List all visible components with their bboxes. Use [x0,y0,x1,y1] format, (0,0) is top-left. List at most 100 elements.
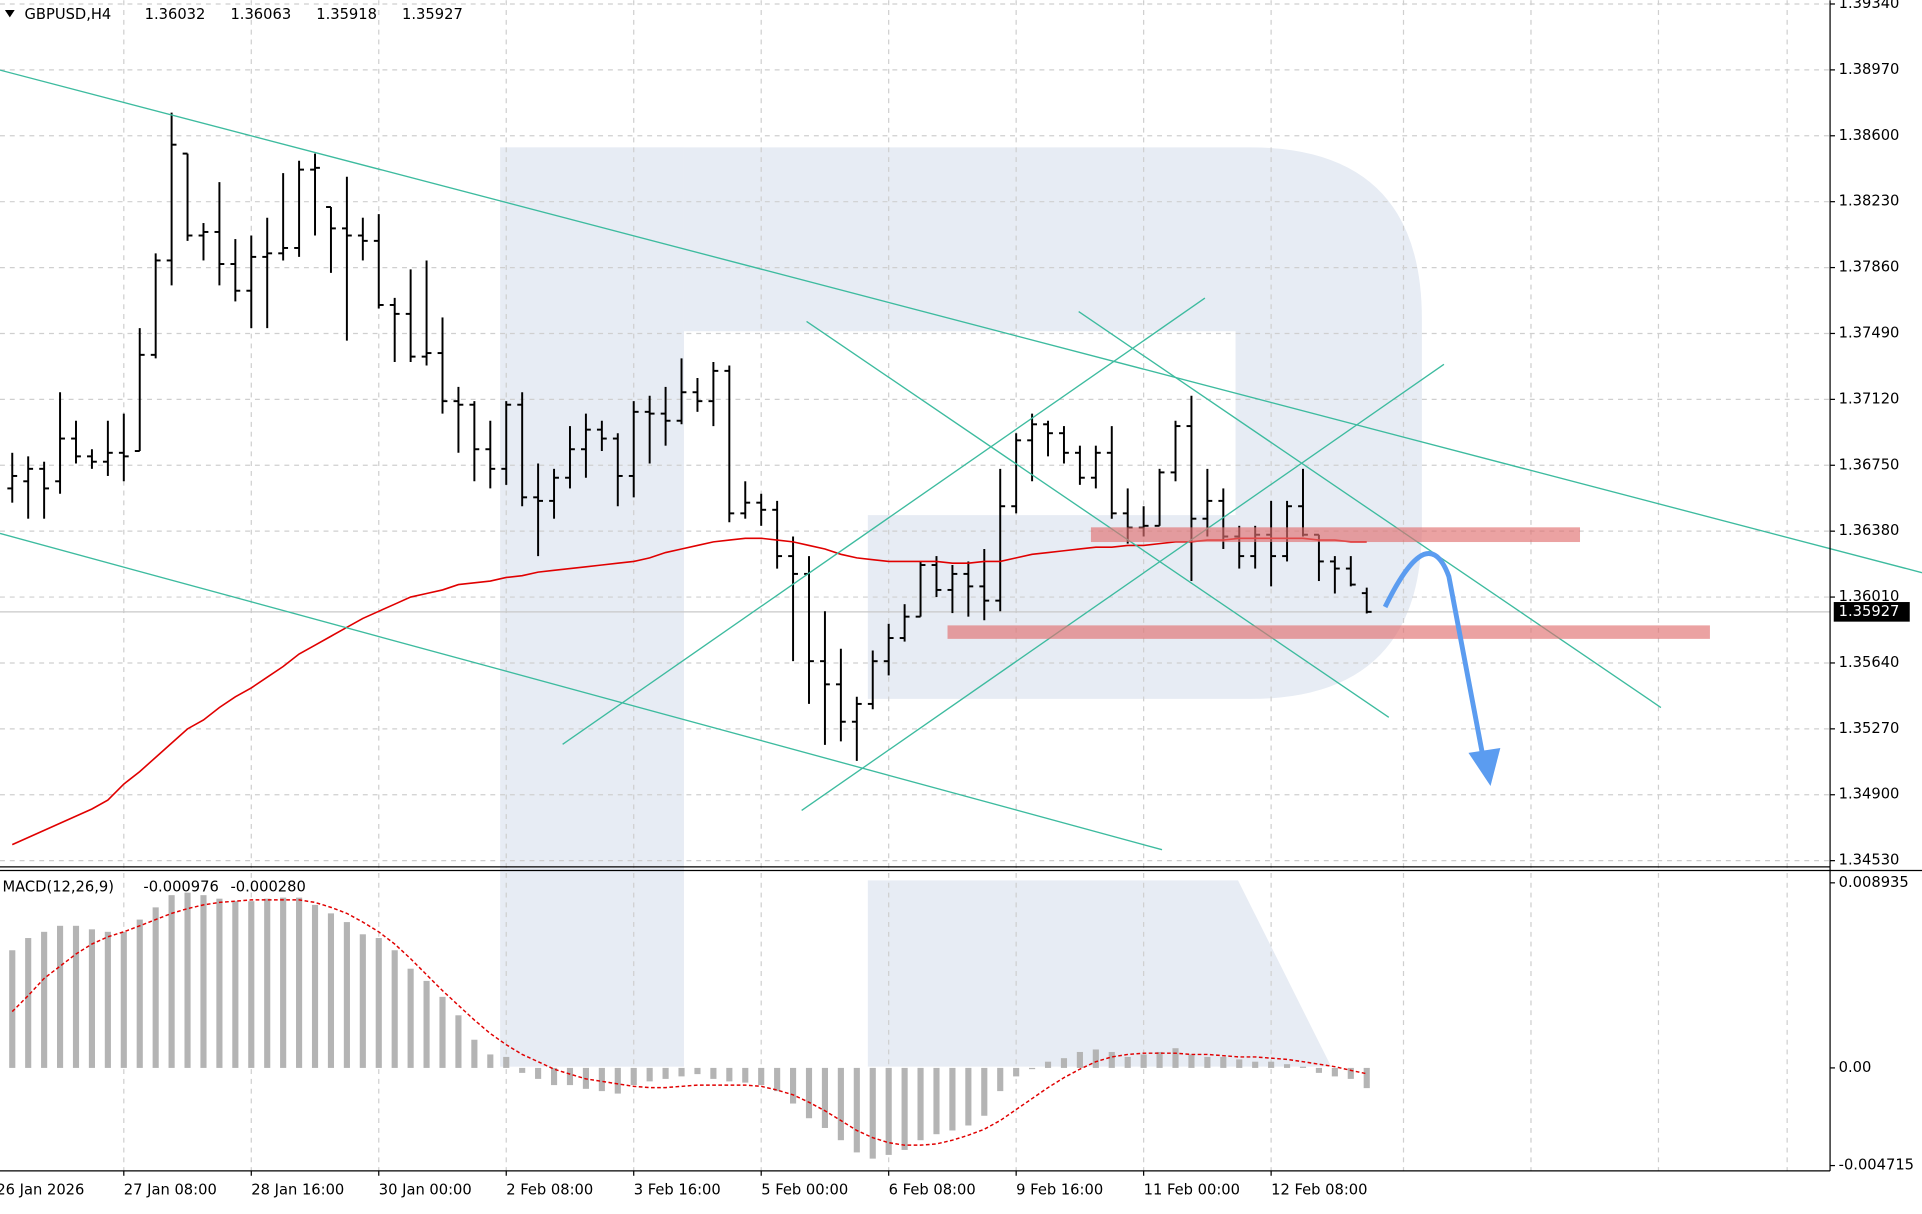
macd-bar [296,897,303,1068]
y-tick-label: 1.34900 [1839,786,1900,803]
macd-bar [1029,1067,1036,1070]
macd-bar [471,1039,478,1068]
frame [0,0,1922,1172]
macd-bar [1220,1056,1227,1068]
x-tick-label: 2 Feb 08:00 [506,1181,593,1198]
macd-title: MACD(12,26,9) [2,879,114,896]
macd-bar [152,907,159,1068]
header-low: 1.35918 [316,6,377,23]
x-tick-label: 5 Feb 00:00 [761,1181,848,1198]
macd-bar [1204,1056,1211,1068]
y-tick-label: 0.008935 [1839,874,1909,891]
macd-bar [837,1067,844,1141]
x-tick-label: 28 Jan 16:00 [251,1181,344,1198]
macd-bar [280,897,287,1068]
macd-bar [104,931,111,1068]
header-high: 1.36063 [230,6,291,23]
y-tick-label: 1.36010 [1839,588,1900,605]
x-tick-label: 12 Feb 08:00 [1271,1181,1367,1198]
macd-bar [407,968,414,1068]
macd-bar [136,919,143,1068]
macd-bar [1299,1066,1307,1068]
macd-bar [790,1067,797,1104]
macd-bar [933,1067,940,1135]
macd-bar [327,913,335,1068]
y-tick-label: 1.34530 [1839,852,1900,869]
macd-bar [1076,1051,1083,1068]
macd-bar [264,898,271,1068]
macd-bar [232,901,239,1068]
macd-bar [821,1067,829,1128]
macd-bar [423,980,430,1068]
macd-bar [550,1067,558,1086]
macd-bar [248,901,255,1068]
macd-bar [774,1067,781,1092]
y-tick-label: -0.004715 [1839,1157,1914,1174]
macd-bar [726,1067,733,1082]
x-tick-label: 27 Jan 08:00 [124,1181,217,1198]
macd-value: -0.000976 [143,879,218,896]
header-open: 1.36032 [145,6,206,23]
macd-bar [1252,1061,1259,1068]
macd-bar [41,931,48,1068]
macd-bar [200,895,207,1068]
menu-triangle [4,10,15,18]
macd-bar [1283,1064,1291,1068]
y-tick-label: 1.38970 [1839,61,1900,78]
y-tick-label: 1.38600 [1839,127,1900,144]
y-tick-label: 1.35640 [1839,654,1900,671]
macd-bar [646,1067,653,1082]
x-tick-label: 11 Feb 00:00 [1144,1181,1240,1198]
y-tick-label: 1.37860 [1839,259,1900,276]
last-price-label: 1.35927 [1839,603,1900,620]
macd-bar [535,1067,542,1079]
forecast-arrow [1382,551,1501,786]
macd-bar [566,1067,574,1086]
last-price-box [1833,602,1910,622]
macd-bar [1140,1054,1147,1068]
macd-bar [917,1067,924,1141]
x-tick-label: 6 Feb 08:00 [889,1181,976,1198]
x-tick-label: 30 Jan 00:00 [379,1181,472,1198]
macd-bar [965,1067,972,1126]
x-tick-label: 9 Feb 16:00 [1016,1181,1103,1198]
future-grid [1402,0,1788,1171]
header-close: 1.35927 [402,6,463,23]
macd-bar [662,1067,669,1079]
macd-bar [1156,1051,1163,1068]
macd-bar [359,934,366,1068]
y-tick-label: 1.37490 [1839,324,1900,341]
macd-bar [1172,1048,1179,1068]
macd-bar [9,950,16,1068]
macd-bar [343,922,350,1068]
macd-bar [25,938,32,1068]
y-tick-label: 1.38230 [1839,193,1900,210]
macd-bar [853,1067,860,1153]
macd-bar [1092,1049,1099,1068]
macd-bar [168,895,175,1068]
signal-line [11,899,1367,1146]
x-tick-label: 3 Feb 16:00 [634,1181,721,1198]
macd-bar [1363,1067,1370,1089]
macd-bar [1060,1058,1068,1068]
macd-bar [901,1067,908,1150]
watermark [500,147,1422,1067]
macd-bar [1268,1061,1275,1068]
macd-bar [742,1067,749,1083]
macd-bar [439,996,446,1068]
macd-bar [1124,1056,1131,1068]
macd-bar [981,1067,988,1116]
symbol-title: GBPUSD,H4 [25,6,112,23]
macd-bar [184,892,191,1068]
moving-average [11,537,1367,846]
macd-bar [311,904,319,1068]
macd-bar [375,938,382,1068]
macd-bar [391,950,398,1068]
macd-bar [694,1067,701,1075]
macd-bar [1236,1059,1243,1068]
macd-bar [56,925,64,1068]
macd-bar [88,929,95,1068]
macd-bar [1013,1067,1020,1077]
macd-bar [1044,1061,1052,1068]
macd-bar [1347,1067,1354,1079]
